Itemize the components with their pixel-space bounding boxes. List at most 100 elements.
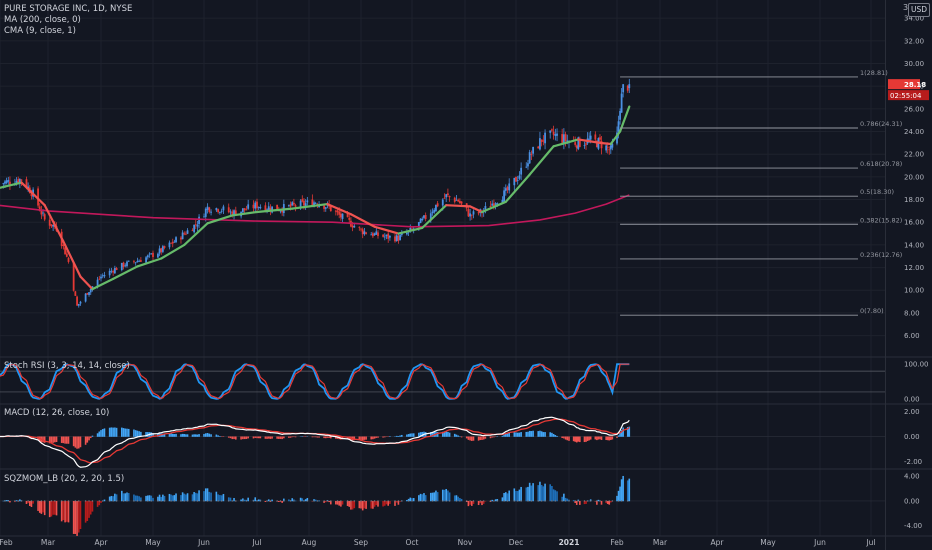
- candle[interactable]: [257, 206, 260, 210]
- candle[interactable]: [138, 259, 141, 262]
- candle[interactable]: [554, 128, 557, 141]
- candle[interactable]: [7, 176, 10, 185]
- candle[interactable]: [503, 186, 505, 203]
- candle[interactable]: [552, 125, 555, 140]
- candle[interactable]: [504, 184, 507, 196]
- cma-segment[interactable]: [577, 138, 602, 144]
- sqzmom-legend[interactable]: SQZMOM_LB (20, 2, 20, 1.5): [4, 474, 125, 484]
- candle[interactable]: [620, 88, 623, 113]
- candle[interactable]: [394, 233, 396, 243]
- candle[interactable]: [358, 226, 361, 231]
- candle[interactable]: [79, 300, 82, 306]
- candle[interactable]: [363, 228, 366, 236]
- candle[interactable]: [72, 261, 75, 292]
- candle[interactable]: [339, 210, 342, 221]
- candle[interactable]: [157, 252, 159, 259]
- candle[interactable]: [254, 200, 257, 213]
- candle[interactable]: [506, 185, 509, 194]
- candle[interactable]: [181, 230, 184, 240]
- candle[interactable]: [196, 220, 199, 232]
- cma-segment[interactable]: [112, 265, 139, 281]
- candle[interactable]: [267, 202, 270, 211]
- candle[interactable]: [160, 247, 163, 255]
- candle[interactable]: [150, 253, 153, 255]
- candle[interactable]: [324, 206, 327, 212]
- stochrsi-d-line[interactable]: [0, 363, 630, 400]
- candle[interactable]: [537, 145, 540, 149]
- candle[interactable]: [530, 150, 533, 161]
- candle[interactable]: [136, 257, 139, 263]
- candle[interactable]: [74, 290, 77, 296]
- candle[interactable]: [67, 256, 70, 264]
- cma-segment[interactable]: [480, 200, 507, 214]
- cma-segment[interactable]: [552, 138, 580, 148]
- candle[interactable]: [259, 204, 262, 210]
- macd-pane[interactable]: [0, 416, 885, 468]
- candle[interactable]: [304, 199, 307, 210]
- candle[interactable]: [50, 224, 53, 228]
- candle[interactable]: [108, 268, 111, 278]
- stochrsi-legend[interactable]: Stoch RSI (3, 3, 14, 14, close): [4, 361, 130, 371]
- cma-segment[interactable]: [598, 141, 612, 146]
- cma-segment[interactable]: [609, 130, 622, 146]
- price-axis[interactable]: 34.0032.0030.0028.0026.0024.0022.0020.00…: [888, 15, 929, 531]
- candle[interactable]: [110, 267, 113, 274]
- candle[interactable]: [375, 227, 378, 235]
- candle[interactable]: [377, 230, 379, 239]
- candle[interactable]: [447, 188, 449, 197]
- candle[interactable]: [626, 84, 629, 93]
- candle[interactable]: [515, 176, 517, 182]
- candle[interactable]: [455, 194, 458, 201]
- candle[interactable]: [551, 128, 553, 133]
- cma-segment[interactable]: [43, 204, 65, 243]
- candle[interactable]: [48, 216, 51, 229]
- candle[interactable]: [293, 198, 295, 207]
- cma-segment[interactable]: [618, 105, 631, 133]
- candle[interactable]: [124, 263, 127, 268]
- candle[interactable]: [77, 303, 80, 308]
- candle[interactable]: [220, 208, 223, 214]
- candle[interactable]: [171, 238, 174, 248]
- candle[interactable]: [9, 176, 11, 191]
- cma-segment[interactable]: [0, 181, 23, 189]
- candle[interactable]: [306, 196, 309, 206]
- candle[interactable]: [397, 233, 400, 244]
- candle[interactable]: [134, 262, 137, 266]
- candle[interactable]: [52, 224, 55, 231]
- cma-segment[interactable]: [160, 243, 186, 260]
- candle[interactable]: [126, 260, 128, 268]
- candle[interactable]: [520, 162, 523, 181]
- candle[interactable]: [227, 203, 230, 214]
- price-pane[interactable]: 1(28.81) 0.786(24.31) 0.618(20.78) 0.5(18.3…: [0, 69, 902, 316]
- candle[interactable]: [314, 201, 317, 205]
- candle[interactable]: [562, 128, 565, 150]
- candle[interactable]: [424, 212, 427, 222]
- candle[interactable]: [341, 213, 344, 222]
- candle[interactable]: [329, 206, 332, 212]
- cma-segment[interactable]: [326, 202, 353, 216]
- currency-button[interactable]: USD: [908, 3, 930, 17]
- cma-segment[interactable]: [136, 257, 163, 268]
- candle[interactable]: [619, 108, 621, 125]
- candle[interactable]: [513, 177, 516, 191]
- candle[interactable]: [525, 162, 528, 169]
- candle[interactable]: [76, 295, 78, 306]
- candle[interactable]: [186, 228, 189, 235]
- candle[interactable]: [98, 275, 101, 281]
- candle[interactable]: [163, 245, 166, 250]
- ma-legend[interactable]: MA (200, close, 0): [4, 15, 81, 25]
- candle[interactable]: [37, 186, 39, 208]
- cma-legend[interactable]: CMA (9, close, 1): [4, 26, 76, 36]
- candle[interactable]: [472, 209, 475, 219]
- candle[interactable]: [194, 219, 197, 229]
- candle[interactable]: [62, 244, 65, 250]
- candle[interactable]: [467, 205, 470, 217]
- candle[interactable]: [206, 203, 209, 214]
- candle[interactable]: [421, 216, 424, 222]
- candle[interactable]: [101, 273, 104, 279]
- candle[interactable]: [458, 198, 461, 204]
- candle[interactable]: [433, 207, 436, 214]
- candle[interactable]: [518, 171, 521, 181]
- candle[interactable]: [544, 129, 546, 150]
